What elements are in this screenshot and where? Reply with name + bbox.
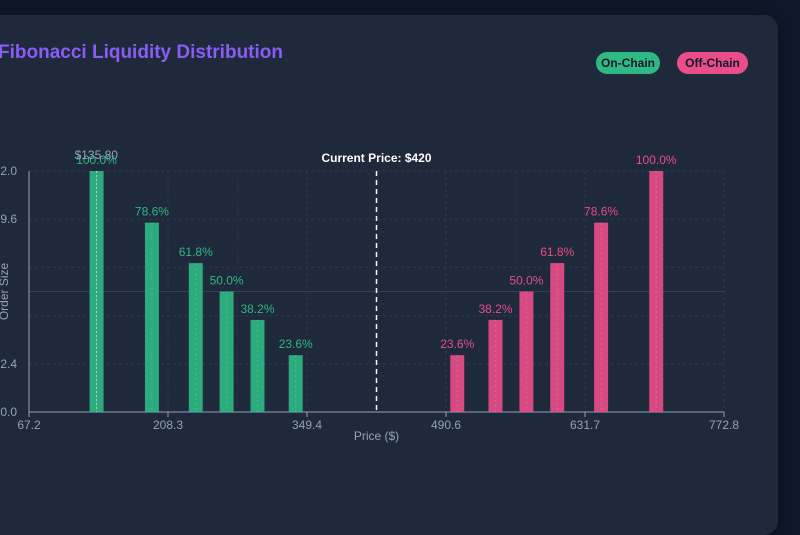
legend-off-chain[interactable]: Off-Chain [677,52,748,74]
bar-value-label: 100.0% [636,153,677,167]
bar-on-chain [219,291,234,412]
reference-line-label: $135.80 [75,148,119,162]
bar-on-chain [144,222,159,412]
x-tick-label: 349.4 [292,418,322,432]
bar-off-chain [488,319,503,412]
bar-value-label: 38.2% [478,302,512,316]
overlays: Current Price: $420 $135.80 [75,148,432,412]
bar-on-chain [188,263,203,412]
bar-value-label: 50.0% [210,274,244,288]
x-tick-label: 490.6 [431,418,461,432]
bar-value-label: 61.8% [540,245,574,259]
bar-off-chain [550,263,565,412]
x-tick-label: 67.2 [17,418,41,432]
legend-on-chain[interactable]: On-Chain [596,52,660,74]
x-tick-label: 208.3 [153,418,183,432]
bar-value-label: 78.6% [135,205,169,219]
y-tick-label: 32.4 [0,357,17,371]
x-tick-label: 631.7 [570,418,600,432]
x-axis-title: Price ($) [354,429,399,443]
bar-value-label: 23.6% [440,337,474,351]
bar-value-label: 50.0% [509,274,543,288]
bar-value-label: 38.2% [240,302,274,316]
bar-value-label: 100.0% [76,153,117,167]
chart-title: Fibonacci Liquidity Distribution [0,42,283,63]
bar-off-chain [649,171,664,412]
y-tick-label: 0.0 [0,405,17,419]
bar-off-chain [450,355,465,412]
axes: 0.0 32.4 129.6 162.0 67.2 208.3 349.4 490.6 631.… [0,164,739,443]
x-tick-label: 772.8 [709,418,739,432]
bar-labels: 100.0% 78.6% 61.8% 50.0% 38.2% 23.6% 23.6% 38.2… [76,153,677,351]
bar-off-chain [594,222,609,412]
bar-value-label: 78.6% [584,205,618,219]
y-tick-label: 129.6 [0,212,17,226]
bar-on-chain [288,355,303,412]
legend-on-chain-label: On-Chain [601,56,655,70]
bar-on-chain [250,319,265,412]
bar-value-label: 23.6% [279,337,313,351]
current-price-label: Current Price: $420 [321,151,431,165]
legend-off-chain-label: Off-Chain [685,56,740,70]
bar-value-label: 61.8% [179,245,213,259]
chart-panel [0,15,778,535]
y-axis-title: Order Size [0,263,11,321]
bar-chart: 0.0 32.4 129.6 162.0 67.2 208.3 349.4 490.6 631.… [0,148,739,443]
bar-off-chain [519,291,534,412]
y-tick-label: 162.0 [0,164,17,178]
